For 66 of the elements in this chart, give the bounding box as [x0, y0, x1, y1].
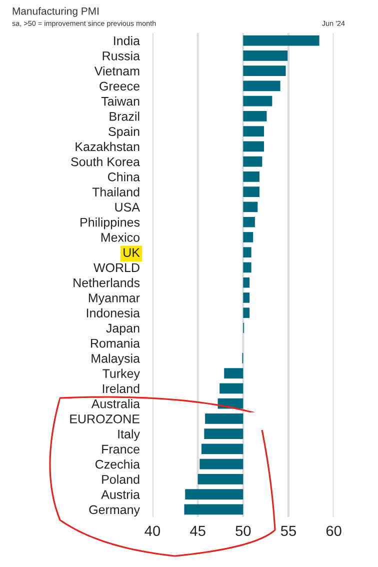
y-tick-label: Myanmar: [88, 294, 140, 305]
x-tick-label: 60: [326, 526, 342, 536]
bar: [243, 96, 272, 106]
y-tick-label: India: [114, 36, 140, 46]
y-tick-label: Thailand: [92, 187, 140, 196]
bar: [243, 126, 264, 136]
bar: [204, 428, 244, 439]
x-tick-label: 50: [236, 526, 251, 536]
y-tick-label: Germany: [89, 505, 140, 517]
bar: [205, 414, 244, 424]
bar: [243, 308, 250, 318]
bar: [201, 444, 244, 454]
y-tick-label: Czechia: [95, 460, 140, 469]
y-tick-label: Taiwan: [101, 96, 140, 106]
y-tick-label: Greece: [100, 82, 140, 91]
bar: [243, 66, 286, 76]
bar: [243, 111, 267, 122]
y-tick-label: Indonesia: [86, 308, 140, 318]
y-tick-label: France: [102, 444, 140, 454]
bar: [243, 156, 262, 167]
y-tick-label: Spain: [108, 126, 140, 138]
y-tick-label: Brazil: [110, 112, 140, 121]
y-tick-label: Ireland: [102, 384, 140, 394]
y-tick-label: Vietnam: [94, 66, 140, 76]
bar: [243, 172, 260, 182]
bar: [243, 277, 250, 288]
y-tick-label: USA: [115, 202, 140, 212]
x-tick-label: 40: [144, 526, 160, 536]
bar: [220, 383, 244, 394]
y-tick-label: EUROZONE: [70, 414, 140, 424]
y-tick-label: Kazakhstan: [76, 142, 140, 152]
y-tick-label: Malaysia: [92, 354, 140, 366]
bar: [243, 247, 252, 258]
bar: [243, 216, 255, 228]
bar: [243, 262, 252, 273]
bar: [184, 504, 244, 515]
bar: [198, 474, 244, 484]
bar: [243, 35, 320, 46]
y-tick-label: UK: [124, 248, 140, 257]
y-tick-label: Poland: [102, 474, 140, 484]
y-tick-label: Russia: [102, 51, 140, 60]
bar: [243, 50, 288, 61]
y-tick-label: Italy: [118, 429, 140, 441]
y-tick-label: Mexico: [101, 232, 140, 242]
y-tick-label: Romania: [91, 338, 140, 348]
y-tick-label: Netherlands: [74, 278, 140, 288]
bar: [243, 202, 258, 212]
bar: [243, 232, 254, 242]
text: Manufacturing PMI: [12, 7, 98, 17]
y-tick-label: Austria: [101, 490, 140, 499]
bar: [243, 292, 250, 303]
bar: [200, 458, 244, 470]
y-tick-label: Australia: [91, 399, 140, 408]
bar: [185, 489, 244, 500]
bar: [243, 141, 264, 152]
y-tick-label: Turkey: [102, 368, 140, 380]
x-tick-label: 45: [190, 526, 206, 536]
y-tick-label: Japan: [106, 324, 140, 336]
y-tick-label: China: [108, 172, 140, 182]
y-tick-label: WORLD: [94, 263, 140, 272]
y-tick-label: South Korea: [71, 157, 140, 166]
bar: [243, 186, 260, 197]
bar: [243, 80, 280, 92]
y-tick-label: Philippines: [80, 218, 140, 230]
x-tick-label: 55: [280, 526, 296, 536]
bar: [224, 368, 244, 378]
